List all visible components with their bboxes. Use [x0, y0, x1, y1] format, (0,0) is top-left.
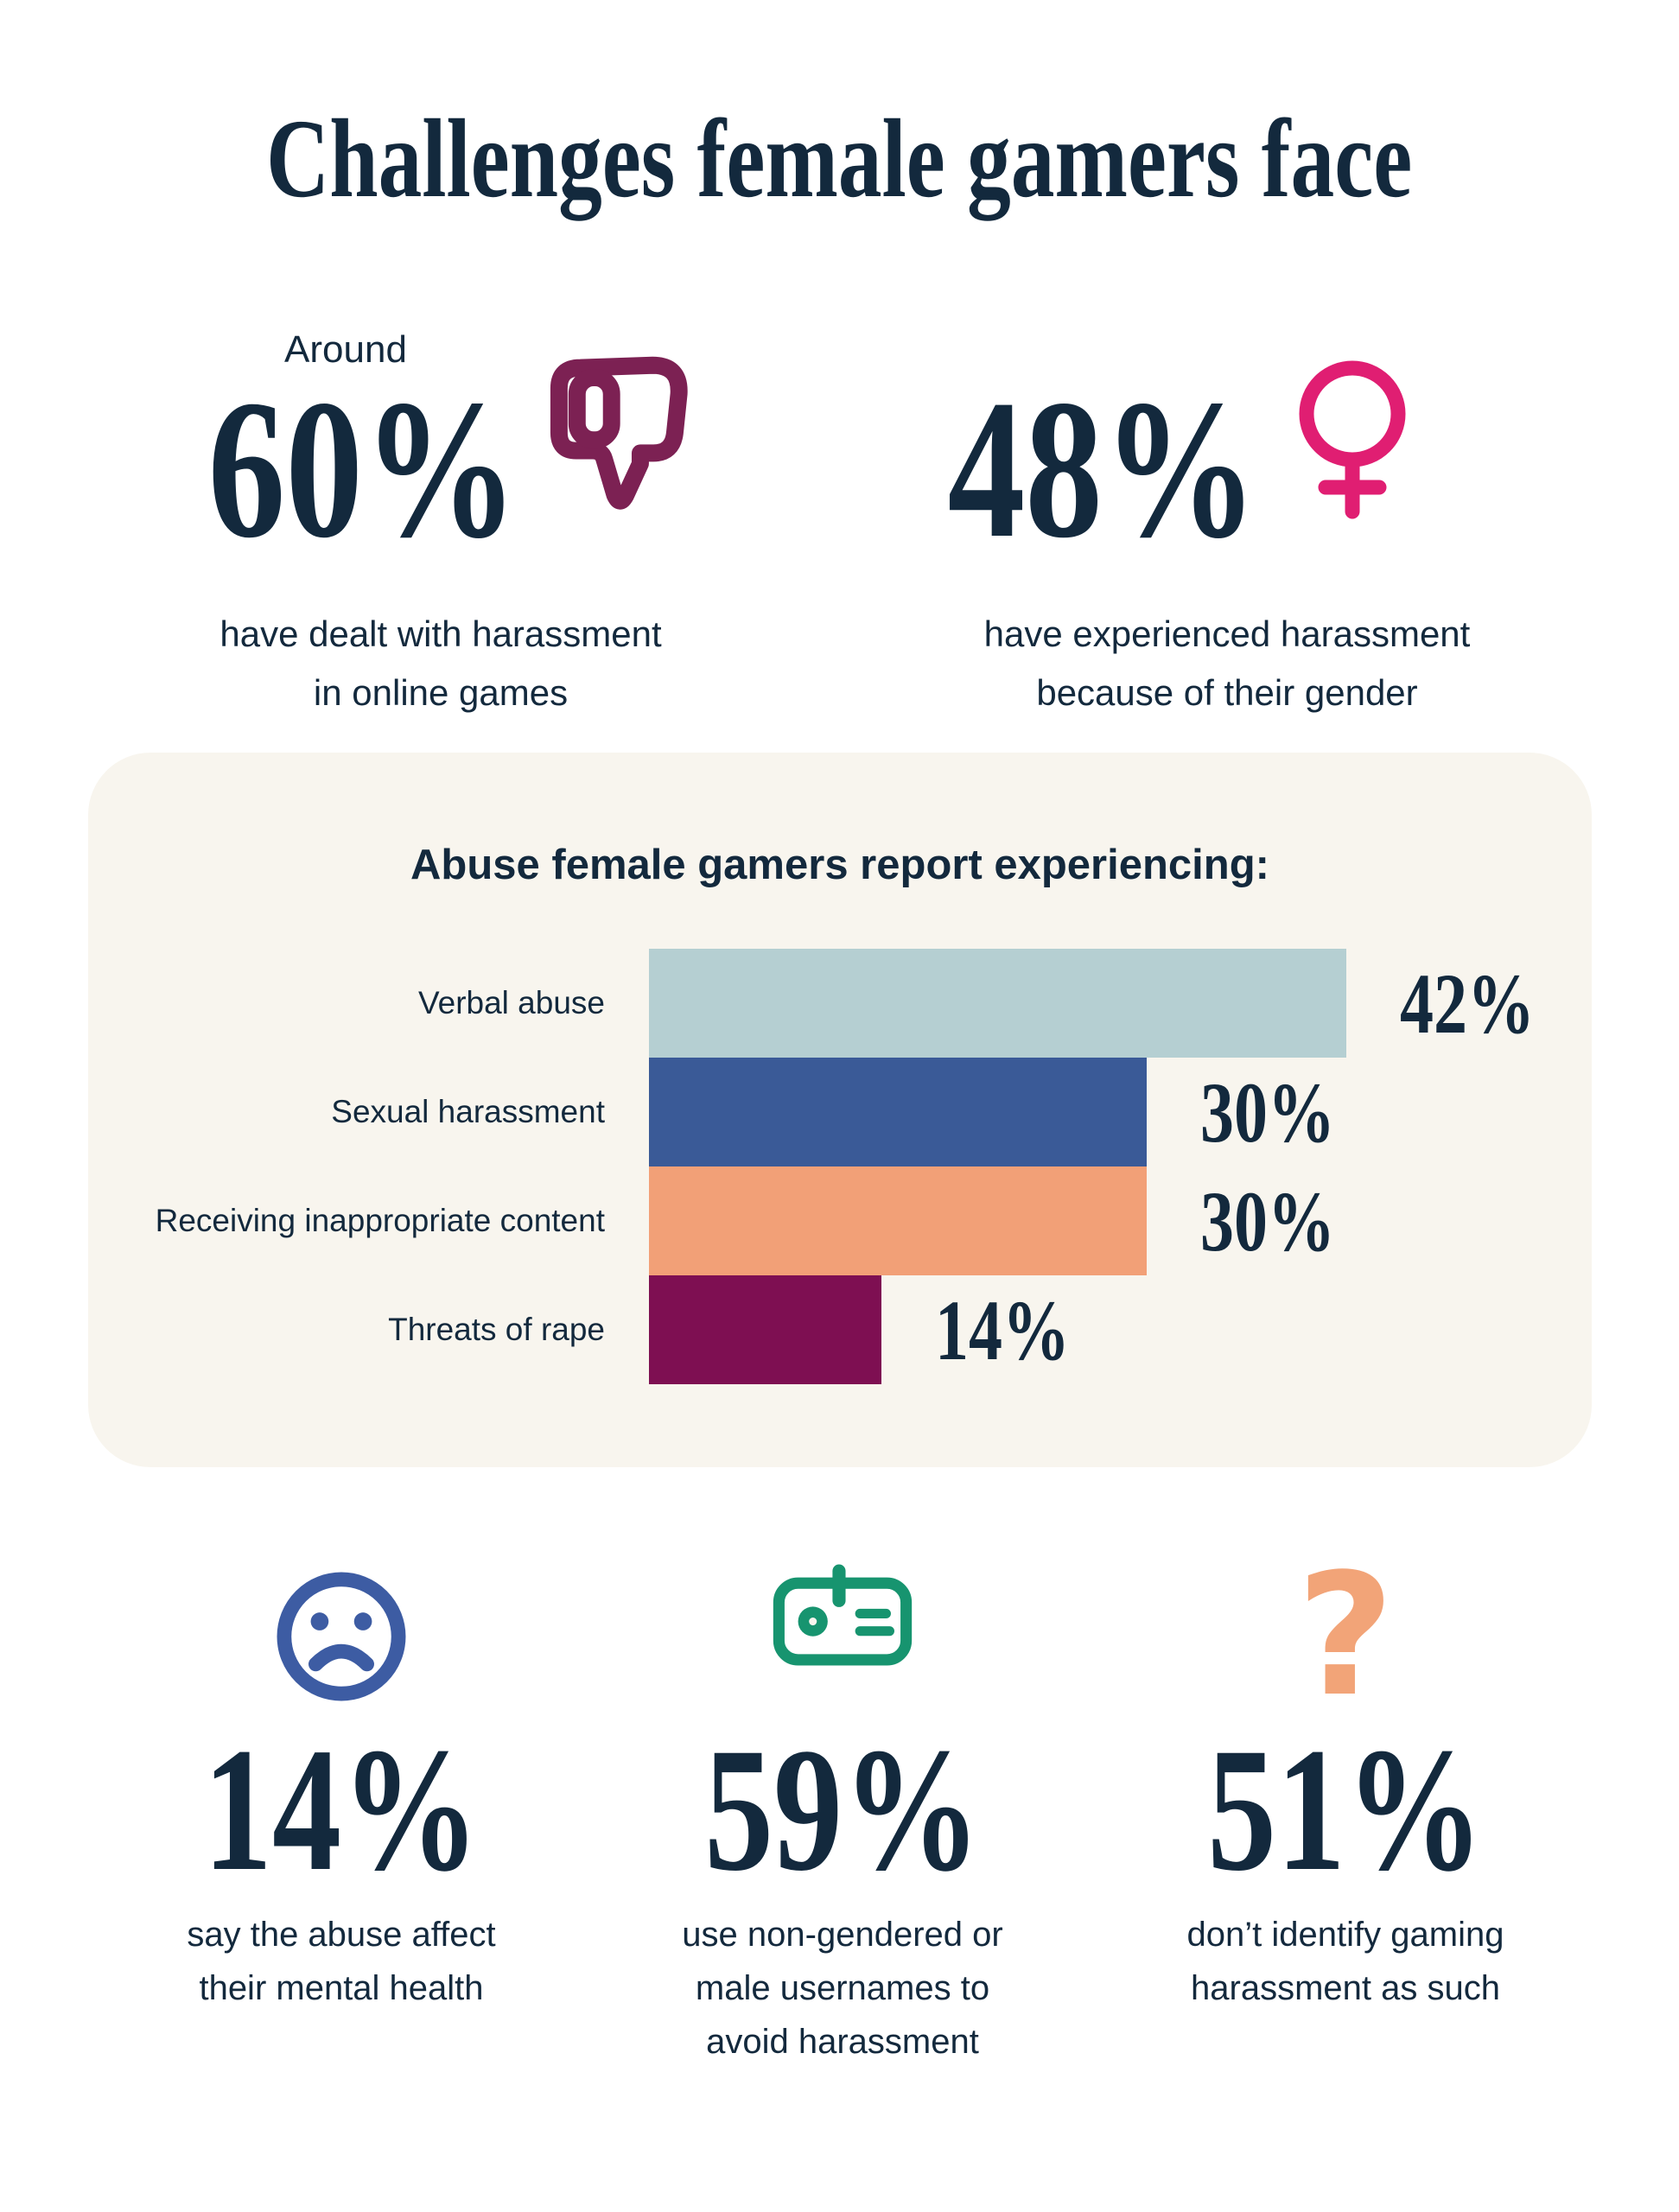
chart-category-label: Sexual harassment: [331, 1094, 605, 1129]
chart-bar-value: 42%: [1400, 955, 1535, 1052]
chart-row: Sexual harassment 30%: [88, 1058, 1592, 1166]
stat-14-caption: say the abuse affect their mental health: [187, 1916, 496, 2007]
chart-bar: [649, 1275, 881, 1384]
sad-face-icon: [82, 1571, 601, 1702]
female-icon: [1296, 359, 1409, 520]
stat-60-caption: have dealt with harassment in online gam…: [219, 613, 662, 714]
stat-59-caption: use non-gendered or male usernames to av…: [682, 1916, 1003, 2061]
stat-14-value: 14%: [203, 1712, 480, 1908]
stat-60-value: 60%: [207, 359, 518, 579]
chart-category-label: Receiving inappropriate content: [155, 1203, 605, 1238]
id-badge-icon: [583, 1564, 1102, 1667]
bar-chart: Verbal abuse 42% Sexual harassment 30% R…: [88, 949, 1592, 1384]
chart-category-label: Verbal abuse: [417, 985, 605, 1020]
question-mark-glyph: ?: [1296, 1537, 1395, 1733]
chart-row: Verbal abuse 42%: [88, 949, 1592, 1058]
stat-51-caption: don’t identify gaming harassment as such: [1186, 1916, 1504, 2007]
chart-panel: Abuse female gamers report experiencing:…: [88, 753, 1592, 1467]
chart-bar: [649, 1058, 1148, 1166]
stat-48-caption: have experienced harassment because of t…: [983, 613, 1471, 714]
page-title: Challenges female gamers face: [0, 95, 1679, 225]
stat-59-value: 59%: [704, 1712, 981, 1908]
chart-bar-value: 14%: [935, 1281, 1070, 1378]
chart-bar: [649, 949, 1346, 1058]
stat-48-value: 48%: [947, 359, 1258, 579]
chart-row: Receiving inappropriate content 30%: [88, 1166, 1592, 1275]
stat-51-value: 51%: [1207, 1712, 1484, 1908]
chart-bar-value: 30%: [1200, 1173, 1336, 1269]
chart-row: Threats of rape 14%: [88, 1275, 1592, 1384]
chart-title: Abuse female gamers report experiencing:: [410, 842, 1269, 888]
thumbs-down-icon: [541, 351, 705, 519]
question-mark-icon: ?: [1086, 1551, 1605, 1719]
chart-bar: [649, 1166, 1148, 1275]
chart-category-label: Threats of rape: [388, 1312, 605, 1347]
stat-60-prefix: Around: [284, 328, 407, 371]
page-title-text: Challenges female gamers face: [266, 97, 1413, 221]
chart-bar-value: 30%: [1200, 1064, 1336, 1160]
